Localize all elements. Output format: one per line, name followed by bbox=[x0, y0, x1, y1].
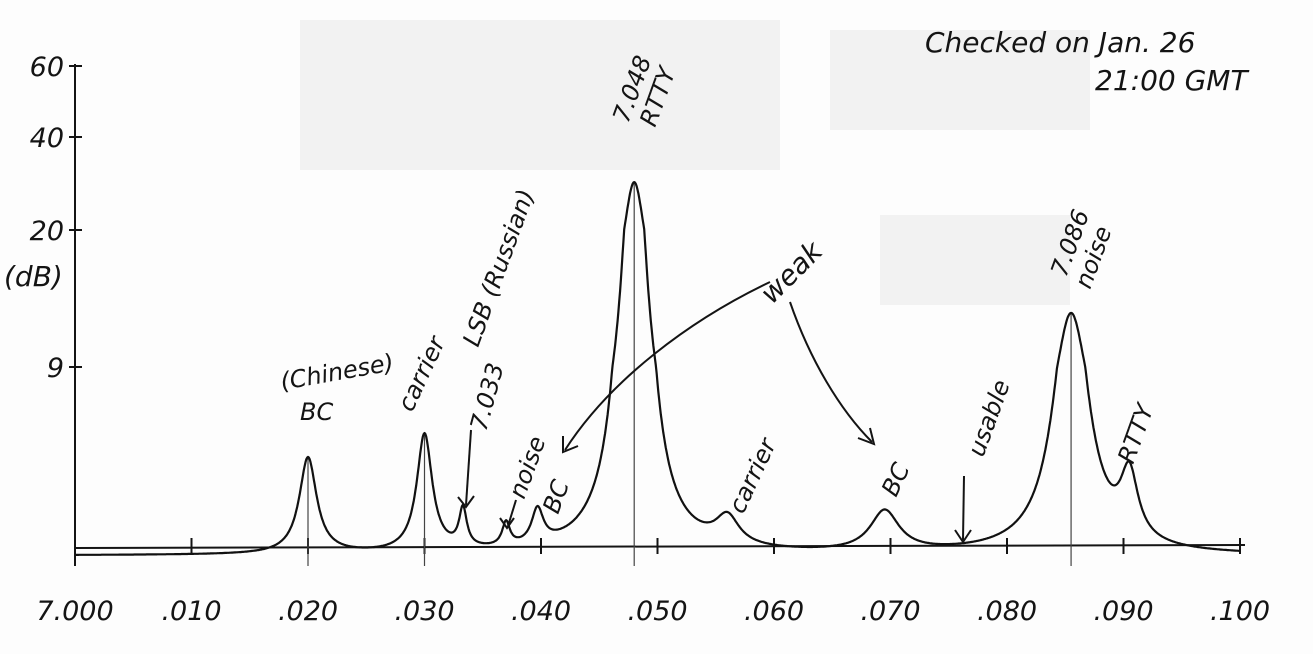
arrowhead bbox=[457, 495, 475, 509]
annotation-carrier-2: carrier bbox=[723, 432, 783, 517]
arrowhead bbox=[499, 517, 515, 530]
annotation-chinese: (Chinese) bbox=[278, 348, 396, 395]
x-tick-label: .080 bbox=[977, 596, 1037, 627]
annotation-lsb-russian: LSB (Russian) bbox=[457, 186, 540, 351]
x-axis bbox=[74, 544, 1246, 549]
arrow-7033 bbox=[465, 429, 472, 506]
x-tick-label: .020 bbox=[278, 596, 338, 627]
annotation-weak: weak bbox=[754, 233, 831, 310]
arrow-noise bbox=[507, 499, 517, 527]
x-tick-label: .050 bbox=[627, 596, 687, 627]
arrowhead bbox=[954, 529, 972, 544]
peak-markers bbox=[307, 182, 1072, 566]
arrow-usable bbox=[962, 475, 965, 541]
checked-note-line2: 21:00 GMT bbox=[1095, 64, 1249, 97]
x-tick-label: .070 bbox=[860, 596, 920, 627]
spectrum-line bbox=[74, 181, 1241, 556]
annotation-arrows bbox=[457, 281, 972, 544]
y-tick-label: 40 bbox=[30, 123, 64, 154]
x-tick-label: .060 bbox=[744, 596, 804, 627]
annotation-7033: 7.033 bbox=[465, 360, 510, 434]
arrow-weak-right bbox=[789, 301, 873, 443]
x-tick-label: 7.000 bbox=[36, 596, 113, 627]
annotation-rtty-2: RTTY bbox=[1112, 398, 1160, 467]
arrow-weak-left bbox=[564, 281, 771, 451]
x-tick-label: .010 bbox=[161, 596, 221, 627]
y-axis-label: (dB) bbox=[4, 260, 63, 293]
x-tick-label: .090 bbox=[1093, 596, 1153, 627]
background-smudge bbox=[300, 20, 780, 170]
arrowhead bbox=[857, 427, 876, 446]
y-tick-label: 60 bbox=[30, 52, 64, 83]
annotation-bc-1: BC bbox=[300, 398, 333, 426]
arrowhead bbox=[562, 436, 579, 454]
background-smudge bbox=[880, 215, 1070, 305]
x-ticks: 7.000 .010 .020 .030 .040 .050 .060 .070 .080 .09… bbox=[36, 538, 1270, 627]
background-smudge bbox=[830, 30, 1090, 130]
y-tick-label: 9 bbox=[47, 353, 64, 384]
checked-note-line1: Checked on Jan. 26 bbox=[925, 26, 1195, 59]
y-ticks: 60 40 20 9 bbox=[30, 52, 82, 384]
x-tick-label: .100 bbox=[1210, 596, 1270, 627]
y-tick-label: 20 bbox=[30, 216, 64, 247]
x-tick-label: .030 bbox=[394, 596, 454, 627]
annotation-carrier-1: carrier bbox=[392, 330, 452, 415]
annotation-usable: usable bbox=[962, 376, 1015, 460]
annotation-bc-3: BC bbox=[876, 458, 916, 500]
x-tick-label: .040 bbox=[511, 596, 571, 627]
annotation-bc-2: BC bbox=[537, 476, 575, 517]
